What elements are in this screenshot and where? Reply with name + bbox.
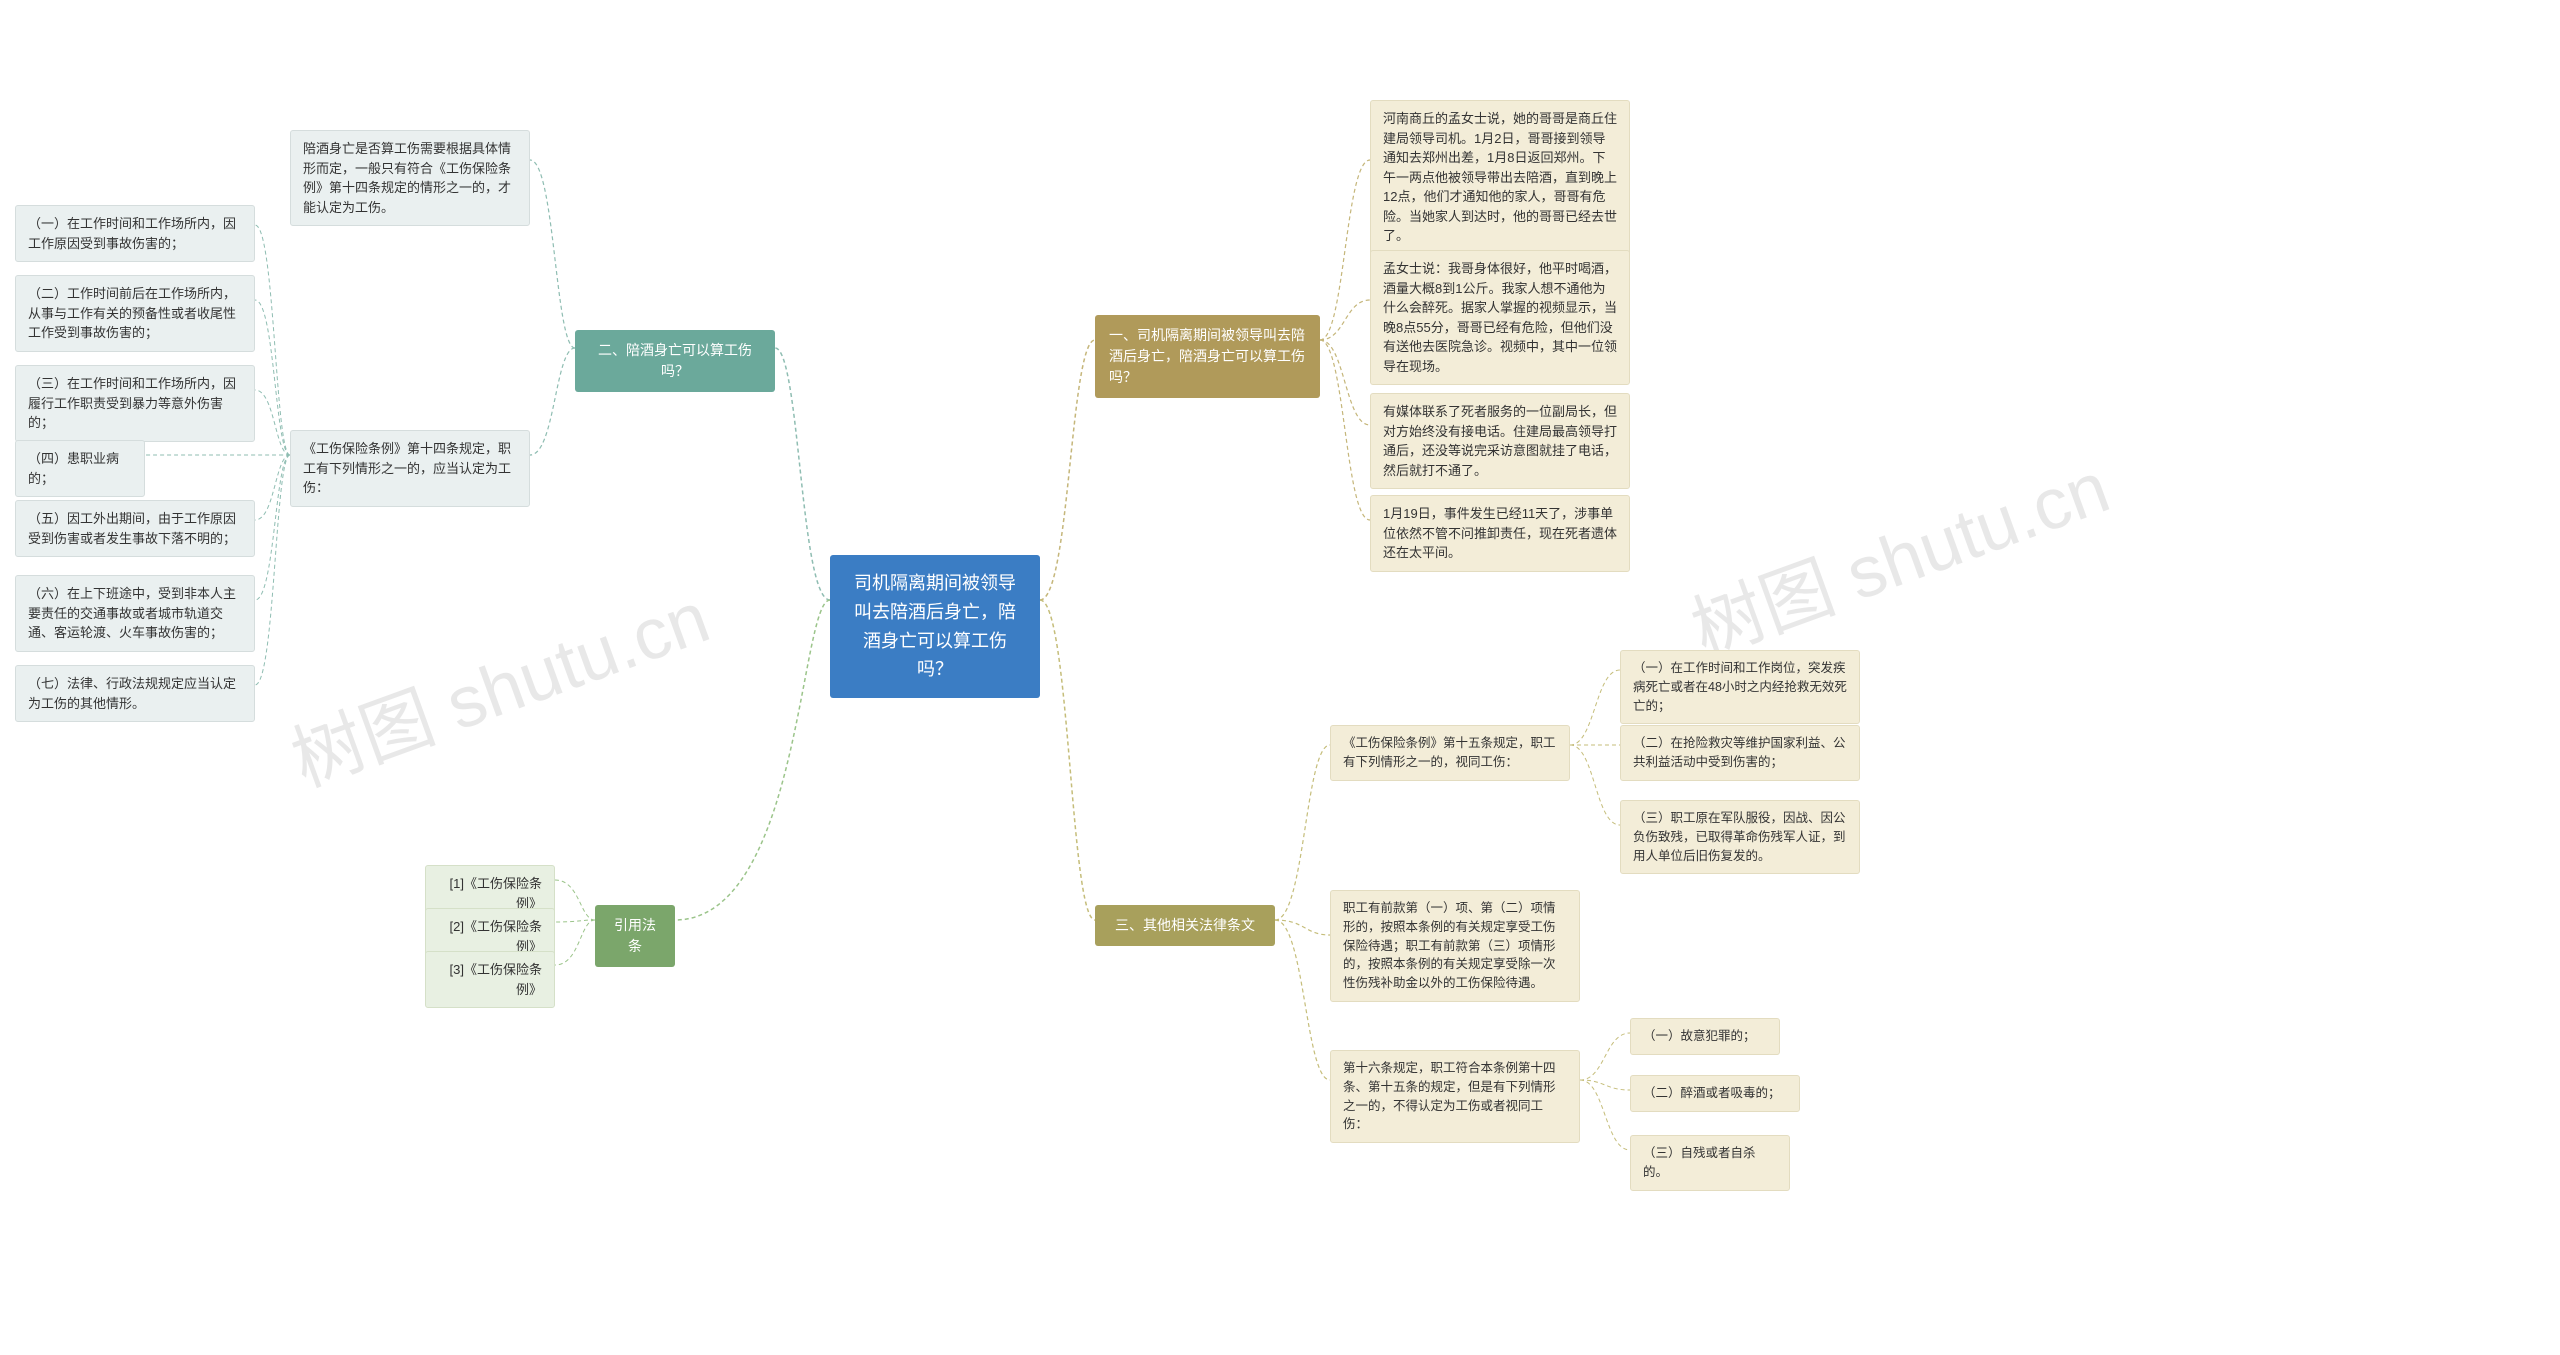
- branch-1-item: 1月19日，事件发生已经11天了，涉事单位依然不管不问推卸责任，现在死者遗体还在…: [1370, 495, 1630, 572]
- branch-2-item: （三）在工作时间和工作场所内，因履行工作职责受到暴力等意外伤害的；: [15, 365, 255, 442]
- branch-1-title: 一、司机隔离期间被领导叫去陪酒后身亡，陪酒身亡可以算工伤吗？: [1095, 315, 1320, 398]
- branch-1-item: 孟女士说：我哥身体很好，他平时喝酒，酒量大概8到1公斤。我家人想不通他为什么会醉…: [1370, 250, 1630, 385]
- branch-3-sub1-item: （二）在抢险救灾等维护国家利益、公共利益活动中受到伤害的；: [1620, 725, 1860, 781]
- branch-2-item: （二）工作时间前后在工作场所内，从事与工作有关的预备性或者收尾性工作受到事故伤害…: [15, 275, 255, 352]
- branch-ref-title: 引用法条: [595, 905, 675, 967]
- branch-3-sub3-item: （二）醉酒或者吸毒的；: [1630, 1075, 1800, 1112]
- branch-1-item: 河南商丘的孟女士说，她的哥哥是商丘住建局领导司机。1月2日，哥哥接到领导通知去郑…: [1370, 100, 1630, 255]
- branch-2-note: 陪酒身亡是否算工伤需要根据具体情形而定，一般只有符合《工伤保险条例》第十四条规定…: [290, 130, 530, 226]
- root-node: 司机隔离期间被领导叫去陪酒后身亡，陪酒身亡可以算工伤吗？: [830, 555, 1040, 698]
- branch-3-sub3: 第十六条规定，职工符合本条例第十四条、第十五条的规定，但是有下列情形之一的，不得…: [1330, 1050, 1580, 1143]
- watermark: 树图 shutu.cn: [1675, 429, 2121, 677]
- branch-2-sub: 《工伤保险条例》第十四条规定，职工有下列情形之一的，应当认定为工伤：: [290, 430, 530, 507]
- branch-3-sub1: 《工伤保险条例》第十五条规定，职工有下列情形之一的，视同工伤：: [1330, 725, 1570, 781]
- branch-1-item: 有媒体联系了死者服务的一位副局长，但对方始终没有接电话。住建局最高领导打通后，还…: [1370, 393, 1630, 489]
- branch-2-item: （四）患职业病的；: [15, 440, 145, 497]
- branch-2-item: （六）在上下班途中，受到非本人主要责任的交通事故或者城市轨道交通、客运轮渡、火车…: [15, 575, 255, 652]
- branch-ref-item: [3]《工伤保险条例》: [425, 951, 555, 1008]
- watermark: 树图 shutu.cn: [275, 559, 721, 807]
- branch-3-title: 三、其他相关法律条文: [1095, 905, 1275, 946]
- branch-3-sub1-item: （三）职工原在军队服役，因战、因公负伤致残，已取得革命伤残军人证，到用人单位后旧…: [1620, 800, 1860, 874]
- branch-3-sub3-item: （一）故意犯罪的；: [1630, 1018, 1780, 1055]
- branch-2-item: （一）在工作时间和工作场所内，因工作原因受到事故伤害的；: [15, 205, 255, 262]
- branch-3-sub3-item: （三）自残或者自杀的。: [1630, 1135, 1790, 1191]
- branch-2-item: （七）法律、行政法规规定应当认定为工伤的其他情形。: [15, 665, 255, 722]
- branch-3-sub2: 职工有前款第（一）项、第（二）项情形的，按照本条例的有关规定享受工伤保险待遇；职…: [1330, 890, 1580, 1002]
- branch-3-sub1-item: （一）在工作时间和工作岗位，突发疾病死亡或者在48小时之内经抢救无效死亡的；: [1620, 650, 1860, 724]
- branch-2-title: 二、陪酒身亡可以算工伤吗？: [575, 330, 775, 392]
- branch-2-item: （五）因工外出期间，由于工作原因受到伤害或者发生事故下落不明的；: [15, 500, 255, 557]
